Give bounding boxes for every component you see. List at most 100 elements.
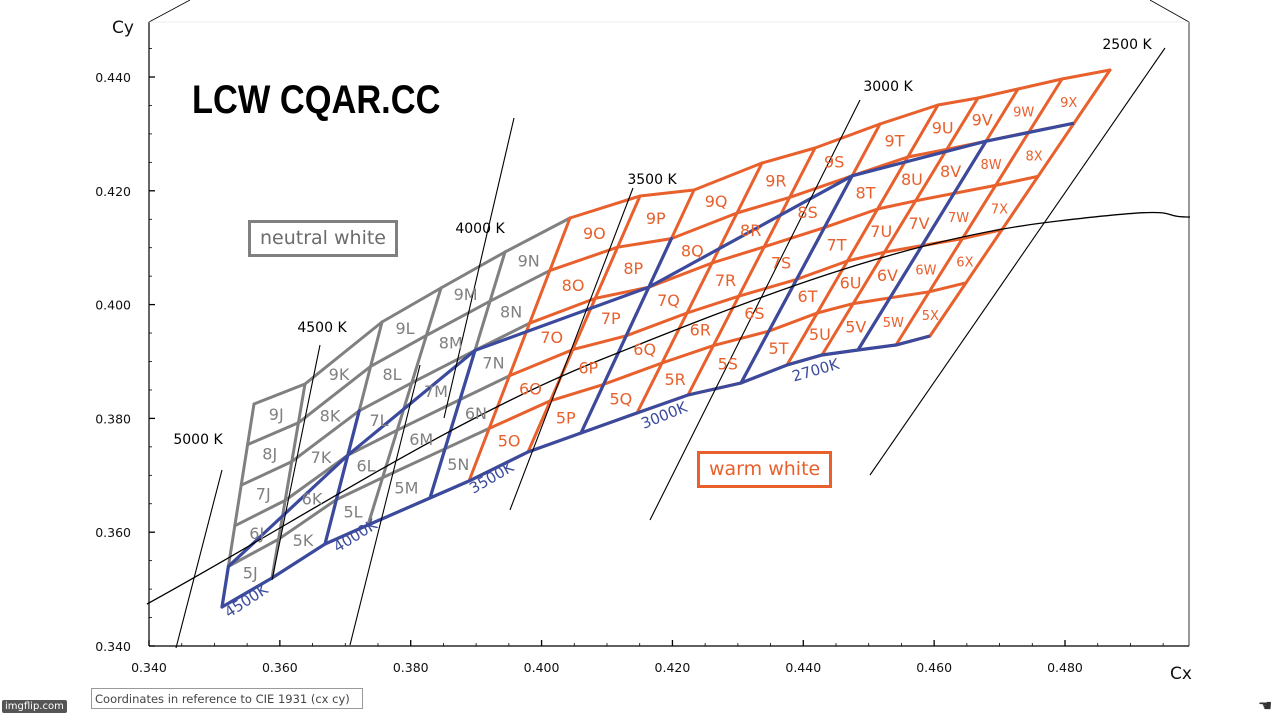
frame-top-left — [148, 0, 191, 23]
bin-row-edge — [488, 269, 552, 303]
bin-label: 6W — [915, 263, 936, 278]
bin-label: 5P — [556, 409, 576, 428]
bin-label: 5U — [809, 325, 831, 344]
bin-label: 7M — [424, 382, 448, 401]
bin-row-edge — [503, 216, 572, 254]
bin-row-edge — [616, 237, 673, 249]
bin-label: 6N — [465, 404, 487, 423]
bin-label: 5K — [293, 531, 314, 550]
bin-row-edge — [487, 399, 552, 430]
bin-label: 8S — [797, 203, 817, 222]
bin-row-edge — [624, 311, 689, 338]
bin-label: 5O — [498, 432, 521, 451]
bin-column-edge — [635, 161, 764, 415]
bin-row-edge — [692, 161, 764, 192]
brand-title: LCW CQAR.CC — [192, 78, 441, 122]
cct-isotherm-line — [175, 469, 223, 649]
bin-row-edge — [767, 311, 819, 333]
bin-row-edge — [303, 320, 384, 386]
cct-isotherm-label: 4500 K — [297, 320, 347, 336]
bin-column-edge — [894, 77, 1064, 347]
bin-label: 5X — [922, 309, 939, 324]
bin-label: 7U — [870, 222, 892, 241]
bin-label: 7S — [771, 254, 791, 273]
x-tick-label: 0.420 — [655, 660, 691, 675]
bin-row-edge — [737, 277, 799, 298]
bin-row-edge — [994, 174, 1040, 187]
bin-row-edge — [296, 364, 373, 425]
bin-label: 8U — [901, 170, 923, 189]
bin-row-edge — [548, 245, 620, 273]
bin-label: 7V — [908, 214, 929, 233]
bin-row-edge — [845, 250, 886, 263]
bin-row-edge — [1016, 77, 1064, 91]
bin-label: 6V — [877, 266, 898, 285]
bin-row-edge — [252, 382, 307, 406]
bin-row-edge — [424, 299, 492, 337]
bin-label: 7K — [311, 448, 332, 467]
bin-label: 8J — [262, 445, 277, 464]
bin-label: 5N — [447, 455, 469, 474]
warm-white-label: warm white — [697, 451, 833, 488]
bin-row-edge — [380, 286, 443, 324]
bin-row-edge — [788, 174, 854, 199]
bin-row-edge — [507, 348, 575, 378]
bin-label: 7W — [948, 211, 969, 226]
bin-label: 6T — [798, 287, 818, 306]
bin-row-edge — [735, 195, 792, 215]
bin-row-edge — [960, 228, 1004, 241]
cct-band-edge — [323, 409, 361, 546]
bin-row-edge — [822, 207, 880, 230]
bin-label: 7J — [256, 484, 271, 503]
y-tick-label: 0.440 — [95, 70, 131, 85]
bin-label: 9W — [1013, 105, 1034, 120]
bin-row-edge — [246, 421, 300, 447]
bin-row-edge — [528, 296, 597, 325]
bin-row-edge — [888, 290, 931, 300]
bin-label: 6L — [356, 457, 375, 476]
bin-label: 9P — [646, 209, 666, 228]
bin-row-edge — [395, 398, 462, 432]
bin-label: 9X — [1060, 96, 1077, 111]
bin-row-edge — [458, 374, 511, 402]
bin-row-edge — [762, 226, 826, 249]
cct-band-edge — [856, 139, 988, 352]
bin-label: 5V — [845, 318, 866, 337]
hand-cursor-icon: ☚ — [1258, 696, 1273, 715]
bin-row-edge — [669, 211, 739, 241]
bin-row-edge — [685, 294, 741, 315]
bin-row-edge — [878, 103, 940, 126]
x-tick-label: 0.360 — [262, 660, 298, 675]
bin-label: 8X — [1026, 149, 1043, 164]
bin-label: 8O — [562, 276, 585, 295]
bin-row-edge — [239, 460, 294, 487]
cct-band-lower-boundary — [221, 334, 931, 609]
x-tick-label: 0.400 — [524, 660, 560, 675]
bin-label: 7X — [991, 203, 1008, 218]
cct-isotherm-line — [649, 99, 861, 521]
bin-label: 8M — [439, 333, 463, 352]
bin-row-edge — [233, 498, 287, 528]
bin-label: 6M — [409, 430, 433, 449]
bin-row-edge — [927, 281, 968, 294]
bin-row-edge — [760, 146, 817, 165]
cct-band-label: 2700K — [790, 355, 842, 386]
bin-column-edge — [526, 194, 642, 454]
cct-band-edge — [220, 564, 230, 609]
cct-isotherm-line — [349, 364, 421, 646]
bin-label: 8L — [382, 365, 401, 384]
frame-top-right — [1149, 0, 1190, 23]
bin-column-edge — [820, 96, 980, 357]
bin-row-edge — [882, 244, 924, 254]
bin-row-edge — [443, 426, 491, 451]
y-tick-label: 0.400 — [95, 298, 131, 313]
neutral-white-label: neutral white — [248, 220, 398, 257]
bin-row-edge — [357, 381, 414, 413]
bin-label: 6J — [249, 524, 264, 543]
x-tick-label: 0.440 — [785, 660, 821, 675]
bin-label: 5J — [243, 564, 258, 583]
planckian-locus-curve — [146, 211, 1191, 605]
bin-row-edge — [936, 96, 980, 107]
bin-label: 5W — [883, 316, 904, 331]
bin-label: 7P — [601, 309, 621, 328]
